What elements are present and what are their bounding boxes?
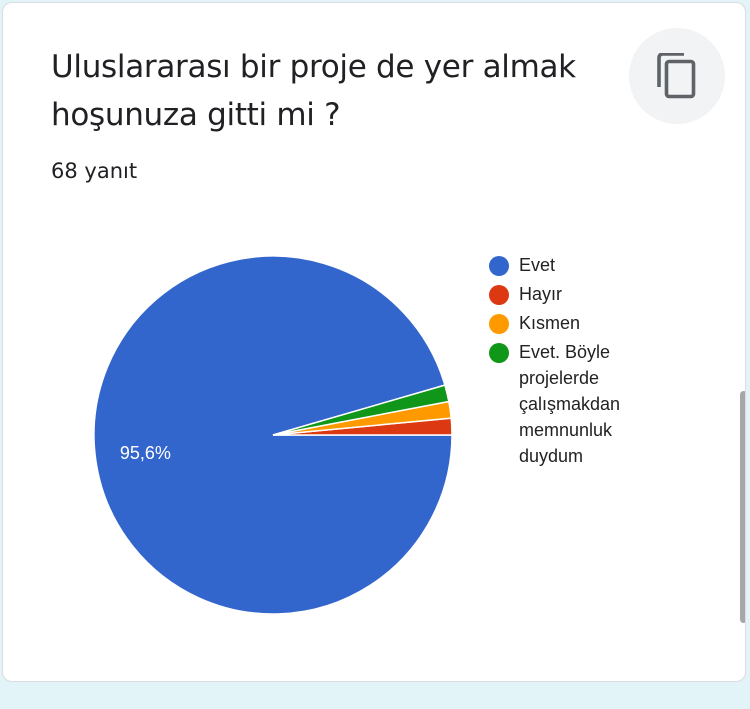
legend-swatch [489, 314, 509, 334]
response-count: 68 yanıt [51, 159, 138, 183]
legend-label: Evet [519, 255, 556, 275]
legend-item-1[interactable]: Hayır [489, 284, 649, 307]
pie-chart: 95,6% [93, 255, 453, 615]
legend-item-2[interactable]: Kısmen [489, 313, 649, 336]
copy-chart-button[interactable] [629, 28, 725, 124]
legend-item-0[interactable]: Evet [489, 255, 649, 278]
legend-swatch [489, 343, 509, 363]
chart-legend: Evet Hayır Kısmen Evet. Böyle projelerde ça… [489, 255, 649, 475]
pie-slice-3[interactable] [272, 384, 450, 436]
legend-label: Kısmen [519, 313, 581, 333]
legend-swatch [489, 285, 509, 305]
copy-icon [657, 53, 696, 99]
legend-swatch [489, 256, 509, 276]
question-card: Uluslararası bir proje de yer almak hoşu… [2, 2, 746, 682]
legend-label: Hayır [519, 284, 563, 304]
pie-slice-label-0: 95,6% [120, 443, 171, 463]
question-title: Uluslararası bir proje de yer almak hoşu… [51, 49, 576, 133]
legend-item-3[interactable]: Evet. Böyle projelerde çalışmakdan memnu… [489, 342, 649, 469]
scrollbar-thumb[interactable] [740, 391, 745, 623]
legend-label: Evet. Böyle projelerde çalışmakdan memnu… [519, 342, 621, 466]
